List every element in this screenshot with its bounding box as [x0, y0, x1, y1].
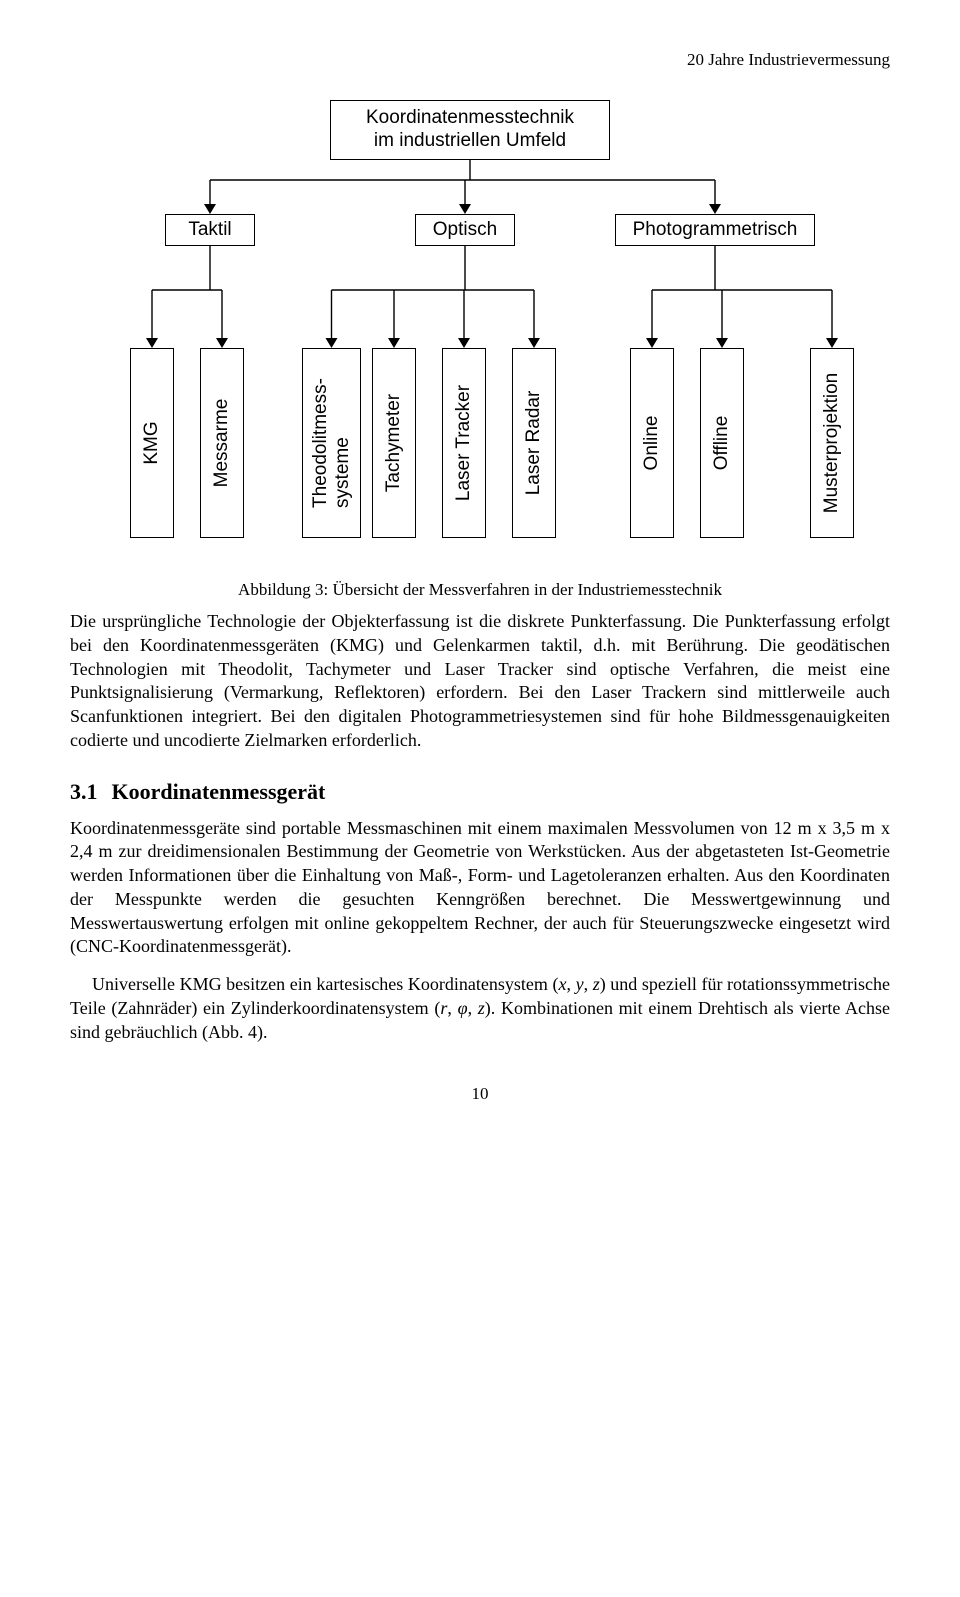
- tree-leaf-5: Laser Radar: [512, 348, 556, 538]
- var-phi: φ: [458, 998, 468, 1018]
- page-number: 10: [70, 1084, 890, 1104]
- para3-text: ,: [447, 998, 457, 1018]
- var-z: z: [593, 974, 600, 994]
- tree-leaf-0: KMG: [130, 348, 174, 538]
- tree-leaf-6: Online: [630, 348, 674, 538]
- paragraph-2: Koordinatenmessgeräte sind portable Mess…: [70, 817, 890, 960]
- tree-mid-2: Photogrammetrisch: [615, 214, 815, 246]
- tree-mid-1: Optisch: [415, 214, 515, 246]
- tree-leaf-8: Musterprojektion: [810, 348, 854, 538]
- tree-leaf-3: Tachymeter: [372, 348, 416, 538]
- paragraph-1: Die ursprüngliche Technologie der Objekt…: [70, 610, 890, 753]
- para3-text: ,: [566, 974, 575, 994]
- page-header: 20 Jahre Industrievermessung: [70, 50, 890, 70]
- figure-caption: Abbildung 3: Übersicht der Messverfahren…: [70, 580, 890, 600]
- para3-text: ,: [584, 974, 593, 994]
- section-title: Koordinatenmessgerät: [112, 779, 326, 804]
- tree-root: Koordinatenmesstechnikim industriellen U…: [330, 100, 610, 160]
- paragraph-3: Universelle KMG besitzen ein kartesische…: [70, 973, 890, 1044]
- tree-diagram: Koordinatenmesstechnikim industriellen U…: [70, 100, 890, 540]
- para3-text: Universelle KMG besitzen ein kartesische…: [92, 974, 558, 994]
- tree-leaf-1: Messarme: [200, 348, 244, 538]
- tree-leaf-2: Theodolitmess-systeme: [302, 348, 361, 538]
- var-z2: z: [478, 998, 485, 1018]
- section-number: 3.1: [70, 779, 106, 805]
- var-y: y: [576, 974, 584, 994]
- tree-mid-0: Taktil: [165, 214, 255, 246]
- tree-leaf-7: Offline: [700, 348, 744, 538]
- tree-leaf-4: Laser Tracker: [442, 348, 486, 538]
- section-3-1-heading: 3.1 Koordinatenmessgerät: [70, 779, 890, 805]
- para3-text: ,: [468, 998, 478, 1018]
